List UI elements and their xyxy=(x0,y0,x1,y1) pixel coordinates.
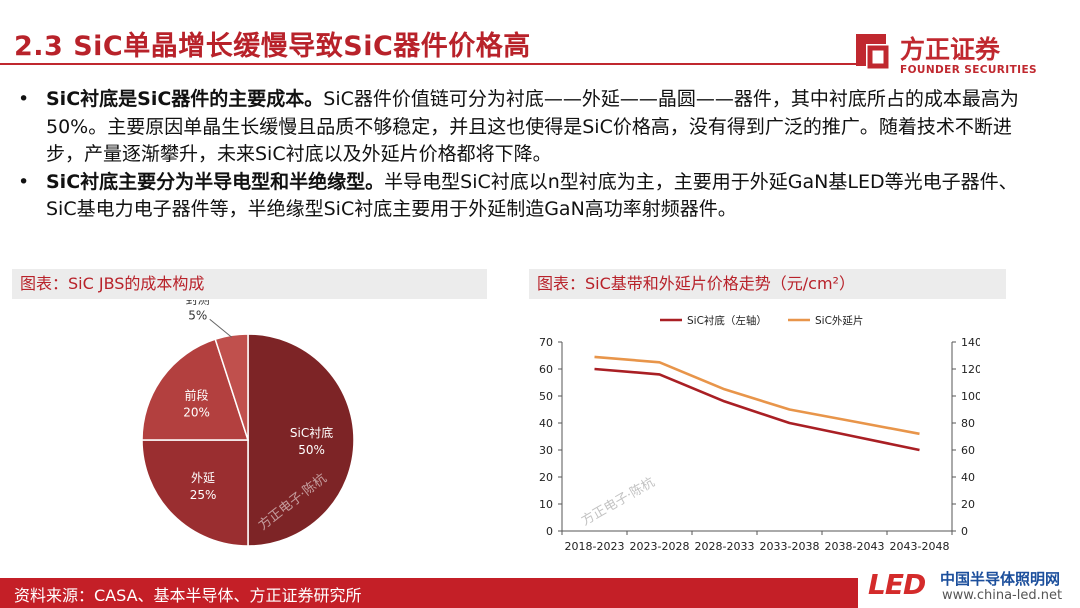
pie-leader-line xyxy=(209,318,233,338)
bullet-dot-icon: • xyxy=(18,170,30,193)
x-tick-label: 2018-2023 xyxy=(565,540,625,553)
logo-english-name: FOUNDER SECURITIES xyxy=(900,64,1038,76)
pie-slice-value: 20% xyxy=(183,406,210,420)
pie-slice-value: 50% xyxy=(298,443,325,457)
pie-slice xyxy=(214,333,249,441)
x-tick-label: 2033-2038 xyxy=(760,540,820,553)
watermark-site-name: 中国半导体照明网 xyxy=(940,570,1061,588)
y-right-tick-label: 140 xyxy=(961,336,980,349)
page-title: 2.3 SiC单晶增长缓慢导致SiC器件价格高 xyxy=(14,31,531,62)
y-left-tick-label: 0 xyxy=(546,525,553,538)
y-left-tick-label: 60 xyxy=(539,363,553,376)
series-line xyxy=(594,355,920,436)
y-right-tick-label: 0 xyxy=(961,525,968,538)
pie-slice-label: 封测 xyxy=(186,300,210,306)
line-chart-watermark: 方正电子·陈杭 xyxy=(578,474,657,529)
pie-slice-label: 外延 xyxy=(191,471,215,485)
bullet-lead: SiC衬底主要分为半导电型和半绝缘型。 xyxy=(46,170,385,193)
series-line xyxy=(594,367,920,452)
y-left-tick-label: 10 xyxy=(539,498,553,511)
legend-label: SiC外延片 xyxy=(815,314,863,327)
y-right-tick-label: 120 xyxy=(961,363,980,376)
pie-slice xyxy=(247,333,355,547)
pie-slice-value: 25% xyxy=(190,488,217,502)
bullet-item: • SiC衬底主要分为半导电型和半绝缘型。半导电型SiC衬底以n型衬底为主，主要… xyxy=(18,169,1028,224)
pie-slice-value: 5% xyxy=(188,308,207,322)
bullet-lead: SiC衬底是SiC器件的主要成本。 xyxy=(46,88,324,110)
pie-slice xyxy=(141,439,249,547)
y-right-tick-label: 20 xyxy=(961,498,975,511)
pie-slice-label: SiC衬底 xyxy=(290,425,333,440)
china-led-watermark: LED 中国半导体照明网 www.china-led.net xyxy=(858,566,1080,608)
line-chart: 0 10 20 30 40 50 60 70 0 20 40 60 80 100 120 140 2018-20… xyxy=(539,314,980,553)
pie-chart-heading: 图表：SiC JBS的成本构成 xyxy=(12,269,487,299)
pie-slice xyxy=(141,338,250,441)
title-bar: 2.3 SiC单晶增长缓慢导致SiC器件价格高 xyxy=(0,22,860,65)
y-right-tick-label: 100 xyxy=(961,390,980,403)
y-left-tick-label: 50 xyxy=(539,390,553,403)
y-right-tick-label: 60 xyxy=(961,444,975,457)
pie-slice-label: 前段 xyxy=(185,388,209,403)
bullet-list: • SiC衬底是SiC器件的主要成本。SiC器件价值链可分为衬底——外延——晶圆… xyxy=(18,86,1028,224)
line-chart-heading: 图表：SiC基带和外延片价格走势（元/cm²） xyxy=(529,269,1006,299)
bullet-item: • SiC衬底是SiC器件的主要成本。SiC器件价值链可分为衬底——外延——晶圆… xyxy=(18,86,1028,169)
bullet-text: 半导电型SiC衬底以n型衬底为主，主要用于外延GaN基LED等光电子器件、SiC… xyxy=(46,170,1018,221)
watermark-url: www.china-led.net xyxy=(942,588,1063,603)
x-tick-label: 2038-2043 xyxy=(825,540,885,553)
y-right-tick-label: 40 xyxy=(961,471,975,484)
led-logo-text: LED xyxy=(868,568,926,601)
y-left-tick-label: 20 xyxy=(539,471,553,484)
founder-logo-mark-icon xyxy=(856,34,889,69)
x-tick-label: 2023-2028 xyxy=(630,540,690,553)
x-tick-label: 2043-2048 xyxy=(890,540,950,553)
source-note: 资料来源：CASA、基本半导体、方正证券研究所 xyxy=(14,586,362,605)
bullet-text: SiC器件价值链可分为衬底——外延——晶圆——器件，其中衬底所占的成本最高为50… xyxy=(46,88,1019,165)
x-tick-label: 2028-2033 xyxy=(695,540,755,553)
logo-chinese-name: 方正证券 xyxy=(900,35,1001,64)
title-underline xyxy=(0,63,860,65)
legend-label: SiC衬底（左轴） xyxy=(687,314,767,327)
y-left-tick-label: 40 xyxy=(539,417,553,430)
y-left-tick-label: 30 xyxy=(539,444,553,457)
bullet-dot-icon: • xyxy=(18,88,30,110)
founder-logo: 方正证券 FOUNDER SECURITIES xyxy=(852,26,1042,78)
y-left-tick-label: 70 xyxy=(539,336,553,349)
y-right-tick-label: 80 xyxy=(961,417,975,430)
